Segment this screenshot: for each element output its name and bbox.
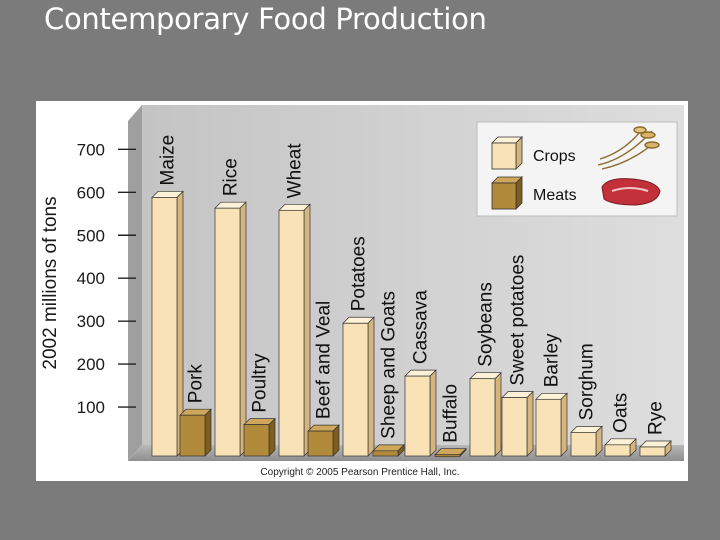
bar-label-buffalo: Buffalo — [441, 384, 462, 443]
copyright-notice: Copyright © 2005 Pearson Prentice Hall, … — [260, 467, 459, 478]
wheat-head-2 — [644, 141, 660, 149]
bar-label-sorghum: Sorghum — [577, 343, 598, 420]
legend-crops-side — [515, 136, 523, 170]
bar-chart: 100 200 300 400 500 600 700 Maize Pork Rice Poult… — [40, 105, 684, 478]
bar-wheat — [278, 203, 311, 457]
bar-front-oats — [604, 444, 631, 457]
bar-labels-layer: Maize Pork Rice Poultry Wheat Beef and Veal Po… — [158, 135, 667, 443]
legend-swatch-crops — [491, 136, 523, 170]
bar-barley — [535, 392, 568, 457]
bar-cassava — [404, 369, 437, 457]
bar-side-potatoes — [367, 316, 375, 457]
y-tick-label-100: 100 — [77, 398, 105, 417]
bar-side-cassava — [429, 369, 437, 457]
y-tick-label-600: 600 — [77, 183, 105, 202]
bar-label-wheat: Wheat — [285, 143, 306, 199]
bar-poultry — [243, 417, 276, 457]
bar-sorghum — [570, 425, 603, 457]
bar-front-potatoes — [342, 322, 369, 457]
legend-meats-side — [515, 176, 523, 210]
wheat-illustration — [597, 126, 660, 170]
bar-rice — [214, 201, 247, 457]
chart-panel: 100 200 300 400 500 600 700 Maize Pork Rice Poult… — [36, 101, 688, 481]
y-tick-label-500: 500 — [77, 226, 105, 245]
steak-fat — [611, 187, 649, 192]
legend-label-meats: Meats — [533, 187, 577, 204]
bar-side-wheat — [303, 203, 311, 457]
bar-front-sweet-potatoes — [501, 397, 528, 457]
bar-pork — [179, 408, 212, 457]
bar-sheep-and-goats — [372, 444, 405, 457]
bar-label-maize: Maize — [158, 135, 179, 186]
wheat-head-3 — [633, 126, 647, 134]
bar-side-rice — [239, 201, 247, 457]
bar-label-poultry: Poultry — [250, 353, 271, 413]
bar-front-sheep-and-goats — [372, 450, 399, 457]
bar-label-oats: Oats — [611, 393, 632, 433]
chart-side-wall — [128, 105, 142, 461]
bar-label-rice: Rice — [221, 158, 242, 196]
bar-side-poultry — [268, 417, 276, 457]
y-axis: 100 200 300 400 500 600 700 — [77, 140, 136, 417]
y-tick-label-300: 300 — [77, 312, 105, 331]
bars-layer — [151, 190, 672, 458]
bar-oats — [604, 437, 637, 457]
bar-side-soybeans — [494, 371, 502, 457]
slide-title: Contemporary Food Production — [44, 2, 487, 36]
y-axis-title: 2002 millions of tons — [40, 196, 61, 369]
bar-beef-and-veal — [307, 424, 340, 457]
bar-label-potatoes: Potatoes — [349, 236, 370, 311]
bar-front-poultry — [243, 424, 270, 457]
legend-meats-front — [491, 182, 517, 210]
y-tick-label-200: 200 — [77, 355, 105, 374]
wheat-head-1 — [640, 131, 656, 139]
bar-label-rye: Rye — [646, 401, 667, 435]
bar-label-sheep-and-goats: Sheep and Goats — [379, 291, 400, 439]
y-tick-label-700: 700 — [77, 140, 105, 159]
y-tick-label-400: 400 — [77, 269, 105, 288]
bar-front-barley — [535, 398, 562, 457]
legend-swatch-meats — [491, 176, 523, 210]
bar-label-beef-and-veal: Beef and Veal — [314, 301, 335, 419]
bar-side-barley — [560, 392, 568, 457]
bar-soybeans — [469, 371, 502, 457]
bar-side-sweet-potatoes — [526, 390, 534, 457]
bar-front-buffalo — [434, 454, 461, 458]
bar-front-rye — [639, 446, 666, 457]
bar-maize — [151, 190, 184, 457]
bar-front-beef-and-veal — [307, 430, 334, 457]
bar-sweet-potatoes — [501, 390, 534, 457]
bar-label-soybeans: Soybeans — [476, 282, 497, 367]
legend-crops-front — [491, 142, 517, 170]
bar-potatoes — [342, 316, 375, 457]
bar-buffalo — [434, 447, 467, 458]
bar-front-wheat — [278, 209, 305, 457]
bar-front-maize — [151, 197, 178, 457]
bar-label-pork: Pork — [186, 364, 207, 404]
bar-front-pork — [179, 414, 206, 457]
bar-label-cassava: Cassava — [411, 290, 432, 364]
bar-front-rice — [214, 207, 241, 457]
bar-front-cassava — [404, 375, 431, 457]
bar-label-sweet-potatoes: Sweet potatoes — [508, 255, 529, 386]
steak-shape — [601, 178, 661, 206]
bar-front-sorghum — [570, 432, 597, 457]
steak-illustration — [601, 178, 661, 206]
bar-front-soybeans — [469, 378, 496, 457]
bar-label-barley: Barley — [542, 333, 563, 387]
legend: Crops Meats — [476, 121, 678, 217]
bar-rye — [639, 440, 672, 457]
bar-side-pork — [204, 408, 212, 457]
bar-side-beef-and-veal — [332, 424, 340, 457]
legend-label-crops: Crops — [533, 148, 576, 165]
